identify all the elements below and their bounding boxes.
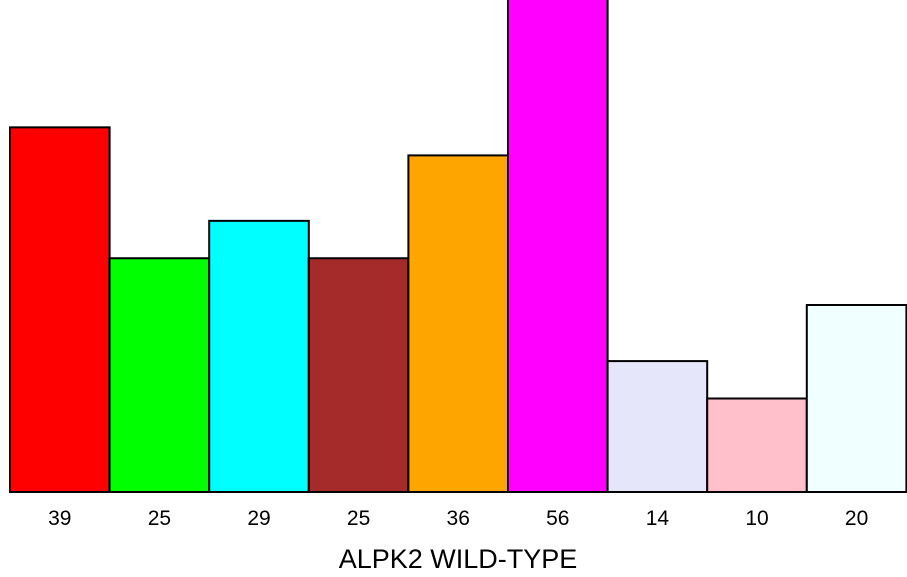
bar-2: [108, 257, 211, 493]
bar-4: [307, 257, 410, 493]
tick-labels-group: 39 25 29 25 36 56 14 10 20: [48, 507, 868, 530]
bar-9: [805, 304, 907, 493]
x-tick-label-9: 20: [845, 507, 868, 530]
x-tick-label-7: 14: [646, 507, 670, 530]
x-tick-label-1: 39: [48, 507, 71, 530]
x-tick-label-5: 36: [447, 507, 470, 530]
bars-group: [9, 0, 907, 493]
bar-5: [407, 154, 509, 493]
x-tick-label-4: 25: [347, 507, 370, 530]
bar-8: [706, 397, 808, 493]
x-tick-label-2: 25: [148, 507, 171, 530]
bar-3: [208, 219, 310, 493]
x-tick-label-3: 29: [247, 507, 270, 530]
x-tick-label-8: 10: [745, 507, 768, 530]
bar-1: [9, 126, 111, 493]
bar-7: [606, 360, 709, 493]
bar-6: [507, 0, 609, 493]
x-tick-label-6: 56: [546, 507, 569, 530]
x-axis-label: ALPK2 WILD-TYPE: [339, 544, 578, 574]
